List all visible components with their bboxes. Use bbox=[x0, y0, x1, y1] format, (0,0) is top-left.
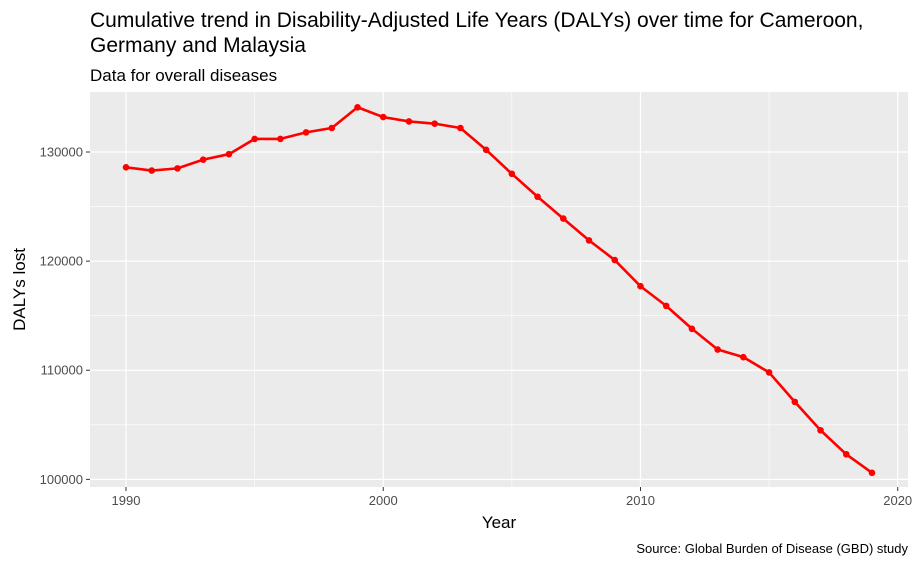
data-point bbox=[226, 151, 233, 158]
data-point bbox=[251, 136, 258, 143]
data-point bbox=[483, 147, 490, 154]
data-point bbox=[843, 451, 850, 458]
data-point bbox=[328, 125, 335, 132]
x-tick-label: 2010 bbox=[626, 493, 655, 508]
data-point bbox=[714, 346, 721, 353]
data-point bbox=[123, 164, 130, 171]
data-point bbox=[663, 303, 670, 310]
data-point bbox=[689, 325, 696, 332]
chart-caption: Source: Global Burden of Disease (GBD) s… bbox=[636, 541, 908, 556]
data-point bbox=[406, 118, 413, 125]
data-point bbox=[766, 369, 773, 376]
data-point bbox=[740, 354, 747, 361]
data-point bbox=[869, 470, 876, 477]
y-tick-label: 120000 bbox=[40, 254, 83, 269]
data-point bbox=[303, 129, 310, 136]
data-point bbox=[200, 156, 207, 163]
x-tick-label: 2020 bbox=[883, 493, 912, 508]
y-tick-label: 130000 bbox=[40, 145, 83, 160]
data-point bbox=[817, 427, 824, 434]
data-point bbox=[611, 257, 618, 264]
y-axis: 100000 110000 120000 130000 bbox=[40, 145, 90, 487]
y-tick-label: 110000 bbox=[41, 363, 83, 378]
data-point bbox=[534, 193, 541, 200]
x-axis-title: Year bbox=[482, 513, 517, 532]
data-point bbox=[380, 114, 387, 121]
data-point bbox=[431, 120, 438, 127]
x-tick-label: 1990 bbox=[112, 493, 141, 508]
data-point bbox=[637, 283, 644, 290]
data-point bbox=[509, 171, 516, 178]
data-point bbox=[354, 104, 361, 111]
x-tick-label: 2000 bbox=[369, 493, 398, 508]
y-axis-title: DALYs lost bbox=[10, 248, 29, 331]
data-point bbox=[560, 215, 567, 222]
data-point bbox=[792, 399, 799, 406]
data-point bbox=[148, 167, 155, 174]
x-axis: 1990 2000 2010 2020 bbox=[112, 487, 913, 508]
plot-panel bbox=[90, 92, 908, 487]
data-point bbox=[457, 125, 464, 132]
data-point bbox=[586, 237, 593, 244]
data-point bbox=[277, 136, 284, 143]
data-point bbox=[174, 165, 181, 172]
y-tick-label: 100000 bbox=[40, 472, 83, 487]
